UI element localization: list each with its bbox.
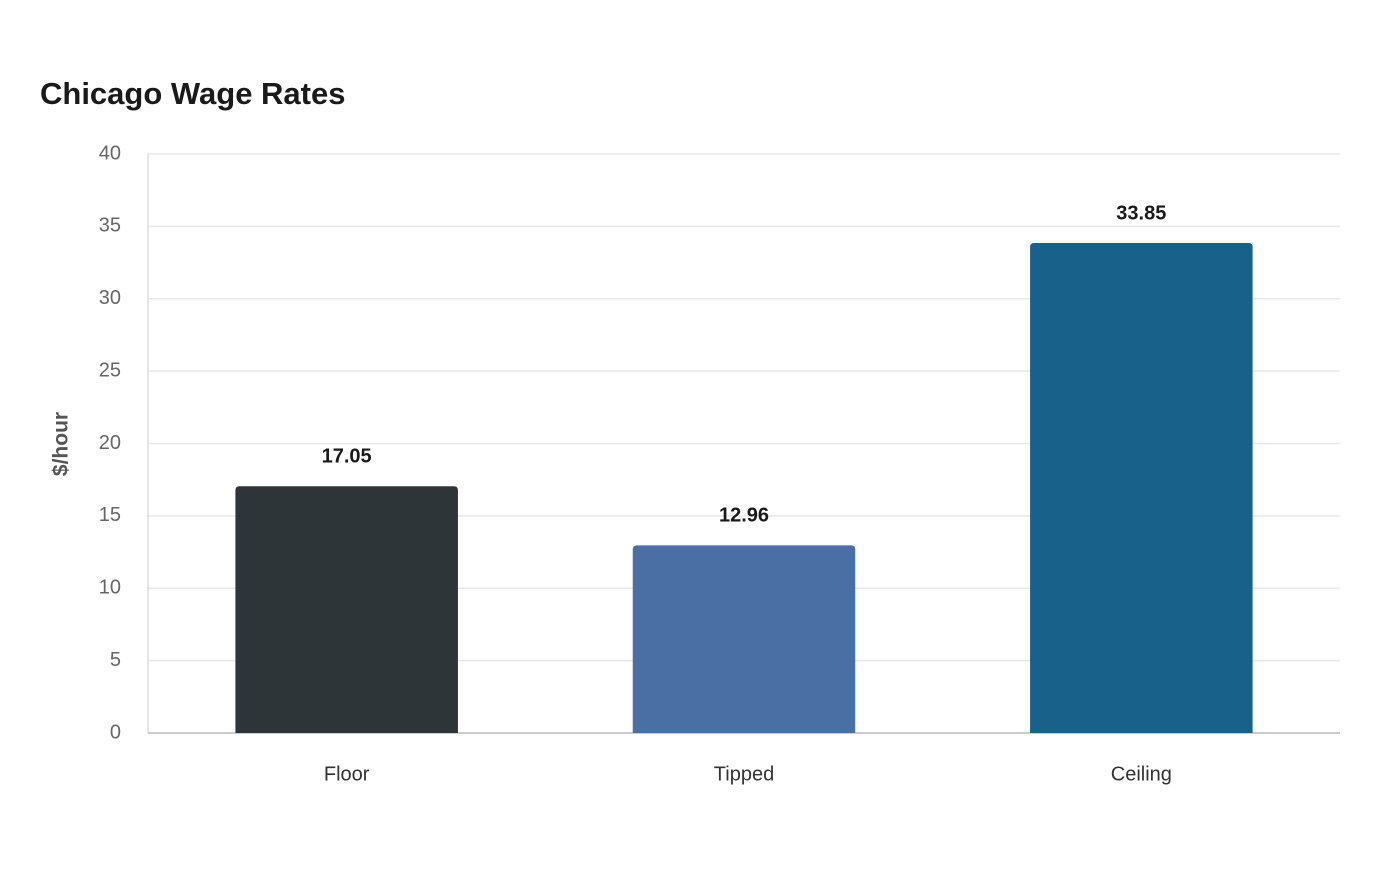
y-tick-label: 10 bbox=[99, 577, 121, 599]
data-label: 33.85 bbox=[1116, 202, 1166, 224]
x-tick-label: Tipped bbox=[714, 763, 774, 785]
x-tick-label: Floor bbox=[324, 763, 370, 785]
chart-title: Chicago Wage Rates bbox=[40, 76, 345, 111]
y-tick-label: 15 bbox=[99, 504, 121, 526]
y-tick-label: 30 bbox=[99, 287, 121, 309]
y-tick-label: 35 bbox=[99, 215, 121, 237]
y-tick-label: 25 bbox=[99, 359, 121, 381]
y-tick-label: 20 bbox=[99, 432, 121, 454]
bar bbox=[235, 486, 458, 733]
y-tick-label: 5 bbox=[110, 649, 121, 671]
x-tick-label: Ceiling bbox=[1111, 763, 1172, 785]
y-tick-label: 40 bbox=[99, 142, 121, 164]
data-label: 17.05 bbox=[322, 445, 372, 467]
y-tick-label: 0 bbox=[110, 721, 121, 743]
bar bbox=[1030, 243, 1253, 734]
data-label: 12.96 bbox=[719, 505, 769, 527]
bar bbox=[632, 545, 856, 733]
y-axis-label: $/hour bbox=[50, 412, 73, 476]
